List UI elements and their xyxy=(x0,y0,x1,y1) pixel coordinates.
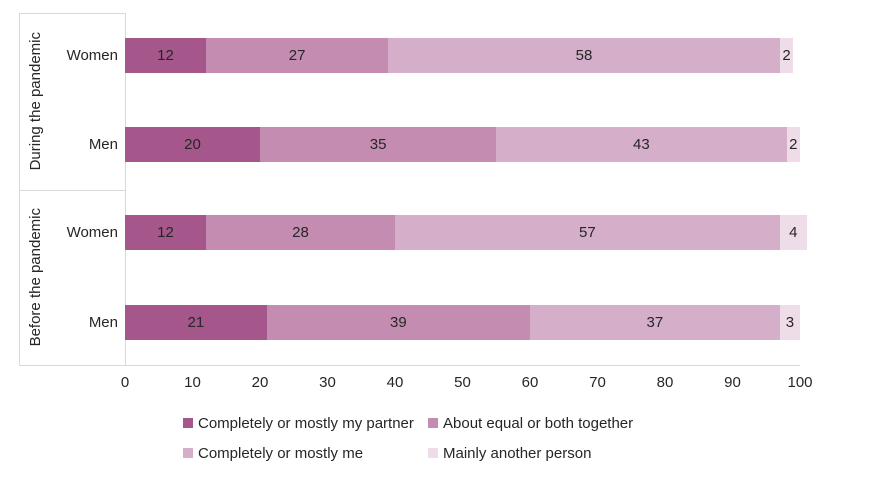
x-tick-label: 90 xyxy=(724,374,741,391)
bar-value-label: 39 xyxy=(390,314,407,331)
bar-value-label: 12 xyxy=(157,224,174,241)
bar-segment: 37 xyxy=(530,305,780,340)
legend-item: Completely or mostly my partner xyxy=(183,414,414,432)
bar-segment: 12 xyxy=(125,215,206,250)
category-axis-line xyxy=(125,13,126,365)
bar-segment: 20 xyxy=(125,127,260,162)
category-area-left-border xyxy=(19,13,20,365)
legend-label: About equal or both together xyxy=(443,414,634,432)
legend-label: Completely or mostly me xyxy=(198,444,364,462)
group-separator-middle xyxy=(19,190,125,191)
bar-segment: 3 xyxy=(779,305,800,340)
legend-swatch xyxy=(428,418,438,428)
bar-value-label: 21 xyxy=(187,314,205,331)
bar-value-label: 12 xyxy=(157,47,174,64)
category-label: Men xyxy=(88,314,118,331)
category-label: Women xyxy=(66,47,118,64)
bar-segment: 2 xyxy=(779,38,794,73)
x-tick-label: 20 xyxy=(251,374,269,391)
value-axis-line xyxy=(19,365,800,366)
legend-swatch xyxy=(428,448,438,458)
x-tick-label: 10 xyxy=(184,374,201,391)
bar-value-label: 27 xyxy=(288,47,306,64)
bar-segment: 58 xyxy=(388,38,780,73)
legend-swatch xyxy=(183,448,193,458)
x-tick-label: 40 xyxy=(386,374,404,391)
x-tick-label: 0 xyxy=(120,374,130,391)
bar-segment: 21 xyxy=(125,305,267,340)
bar-segment: 43 xyxy=(496,127,787,162)
bar-segment: 39 xyxy=(266,305,530,340)
bar-value-label: 43 xyxy=(633,136,650,153)
bar-segment: 27 xyxy=(206,38,389,73)
category-label: Men xyxy=(88,136,118,153)
bar-row: 12 28 57 4 xyxy=(125,215,807,250)
legend-item: Completely or mostly me xyxy=(183,444,363,462)
bar-value-label: 58 xyxy=(575,47,593,64)
bar-value-label: 57 xyxy=(579,224,596,241)
bar-segment: 2 xyxy=(786,127,800,162)
group-separator-top xyxy=(19,13,125,14)
bar-segment: 35 xyxy=(260,127,497,162)
bar-value-label: 2 xyxy=(782,47,791,64)
legend-item: Mainly another person xyxy=(428,444,591,462)
x-tick-label: 70 xyxy=(589,374,606,391)
bar-row: 12 27 58 2 xyxy=(125,38,794,73)
x-tick-label: 50 xyxy=(454,374,471,391)
bar-value-label: 35 xyxy=(369,136,387,153)
bar-segment: 28 xyxy=(206,215,395,250)
bar-value-label: 20 xyxy=(184,136,201,153)
x-tick-label: 60 xyxy=(521,374,539,391)
bar-segment: 4 xyxy=(779,215,807,250)
bar-value-label: 37 xyxy=(646,314,664,331)
legend-label: Completely or mostly my partner xyxy=(198,414,414,432)
bar-segment: 12 xyxy=(125,38,206,73)
legend-label: Mainly another person xyxy=(443,444,592,462)
bar-row: 20 35 43 2 xyxy=(125,127,800,162)
x-tick-label: 80 xyxy=(656,374,674,391)
bar-value-label: 4 xyxy=(789,224,798,241)
legend-item: About equal or both together xyxy=(428,414,633,432)
bar-segment: 57 xyxy=(395,215,780,250)
x-tick-label: 30 xyxy=(319,374,336,391)
bar-value-label: 28 xyxy=(292,224,309,241)
bar-value-label: 3 xyxy=(785,314,795,331)
bar-value-label: 2 xyxy=(789,136,798,153)
x-tick-label: 100 xyxy=(787,374,813,391)
category-label: Women xyxy=(66,224,118,241)
bar-row: 21 39 37 3 xyxy=(125,305,800,340)
legend-swatch xyxy=(183,418,193,428)
